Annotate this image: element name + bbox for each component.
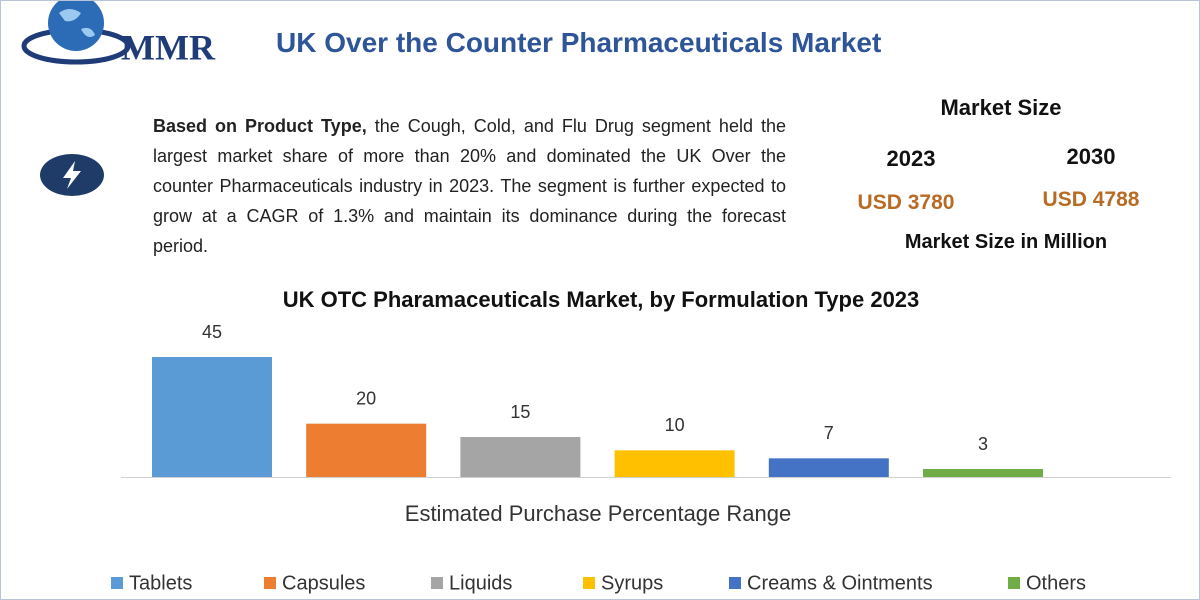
legend-label: Tablets — [129, 572, 192, 594]
logo-text: MMR — [121, 27, 216, 67]
amount: USD 3780 — [857, 191, 955, 214]
year: 2023 — [886, 146, 936, 171]
legend-swatch — [1008, 577, 1020, 589]
amount: USD 4788 — [1042, 188, 1140, 211]
legend-swatch — [729, 577, 741, 589]
data-label: 45 — [202, 322, 222, 342]
legend-swatch — [431, 577, 443, 589]
bar — [768, 458, 889, 477]
market-size-note: Market Size in Million — [904, 231, 1108, 253]
legend-label: Syrups — [601, 572, 663, 594]
bar — [152, 357, 272, 477]
description: Based on Product Type, the Cough, Cold, … — [153, 111, 786, 261]
legend-label: Liquids — [449, 572, 512, 594]
year: 2030 — [1066, 144, 1116, 169]
page-title: UK Over the Counter Pharmaceuticals Mark… — [276, 27, 882, 58]
chart-title: UK OTC Pharamaceuticals Market, by Formu… — [283, 287, 920, 312]
data-label: 20 — [356, 388, 376, 408]
legend-label: Others — [1026, 572, 1086, 594]
logo: MMR — [21, 1, 216, 67]
bar — [460, 437, 581, 477]
icon-bolt — [63, 161, 81, 189]
data-label: 15 — [510, 402, 530, 422]
logo-land — [59, 9, 95, 37]
data-label: 10 — [665, 415, 685, 435]
icon — [40, 154, 104, 196]
legend-swatch — [583, 577, 595, 589]
bar — [614, 450, 735, 477]
legend-swatch — [264, 577, 276, 589]
bar — [923, 469, 1043, 477]
description-lead: Based on Product Type, — [153, 116, 367, 136]
data-label: 3 — [978, 434, 988, 454]
legend-label: Creams & Ointments — [747, 572, 933, 594]
description-body: the Cough, Cold, and Flu Drug segment he… — [153, 116, 786, 256]
bar — [306, 423, 427, 477]
legend-label: Capsules — [282, 572, 365, 594]
x-axis-label: Estimated Purchase Percentage Range — [405, 501, 791, 526]
data-label: 7 — [824, 423, 834, 443]
legend-swatch — [111, 577, 123, 589]
market-size-title: Market Size — [940, 95, 1062, 120]
